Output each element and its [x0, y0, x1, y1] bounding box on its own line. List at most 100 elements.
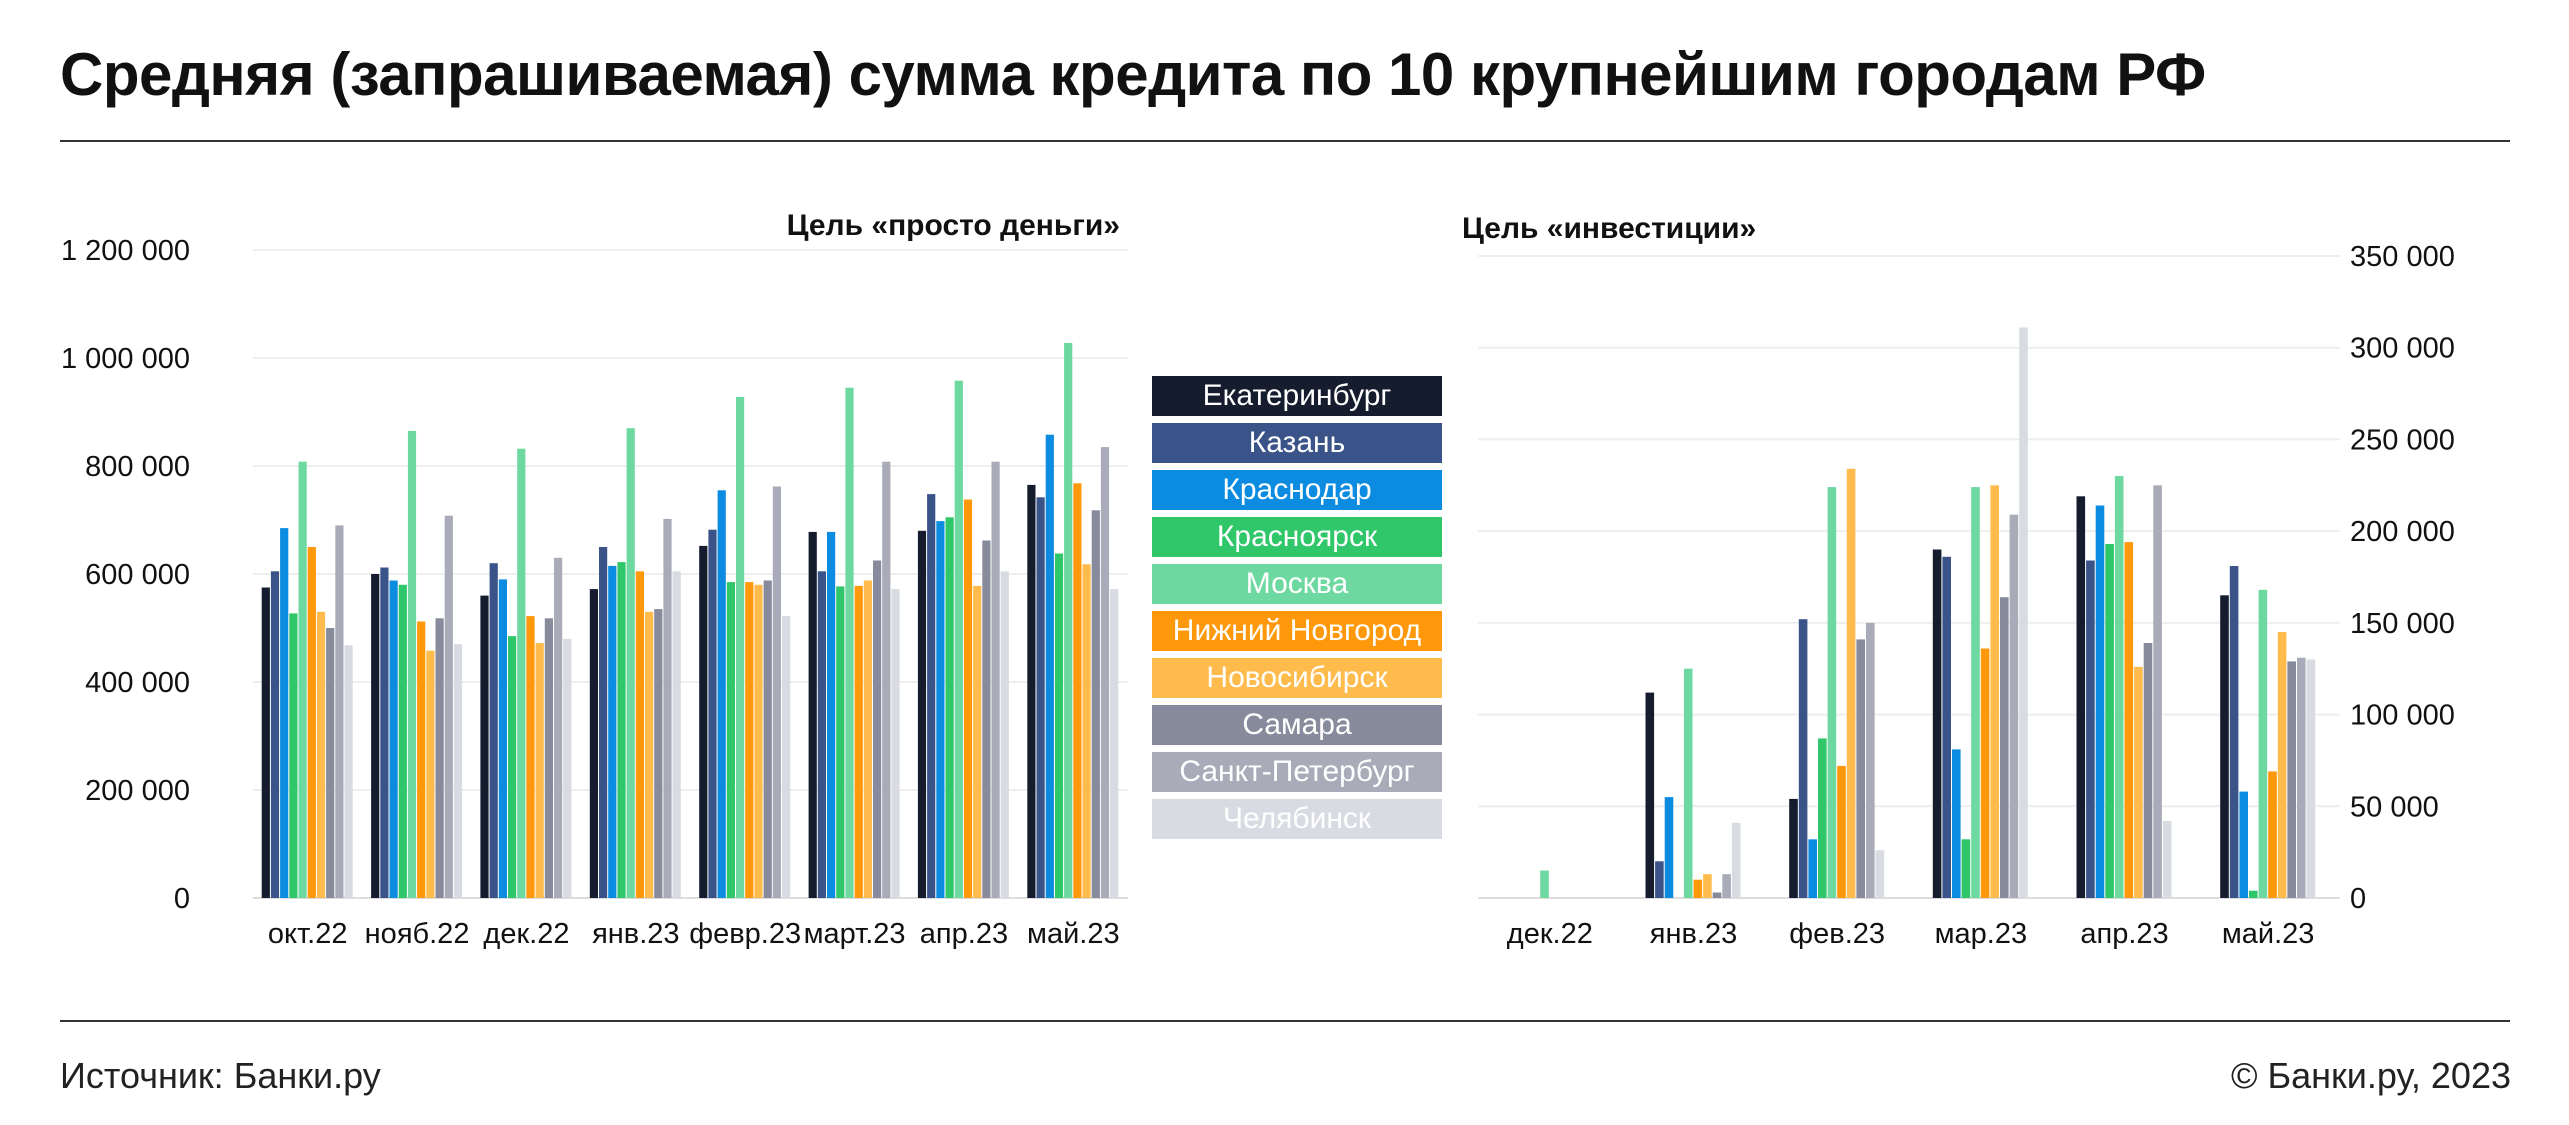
bar	[2134, 666, 2143, 898]
bar	[498, 579, 507, 898]
bar	[645, 611, 654, 898]
bar	[2258, 589, 2268, 898]
bar	[508, 636, 517, 898]
bar	[453, 644, 463, 898]
bar	[2229, 566, 2239, 898]
bar	[554, 557, 563, 898]
bar	[389, 580, 398, 898]
bar	[1827, 487, 1837, 898]
bar	[891, 589, 900, 898]
bar	[1808, 839, 1817, 898]
bar	[1645, 692, 1655, 898]
x-tick-label: апр.23	[2080, 918, 2168, 950]
bar	[635, 571, 644, 898]
legend-item: Нижний Новгород	[1152, 611, 1442, 651]
y-tick-label: 150 000	[2350, 608, 2455, 640]
bar	[1866, 622, 1875, 898]
legend-item: Новосибирск	[1152, 658, 1442, 698]
bar	[1064, 342, 1073, 898]
bar	[435, 618, 444, 898]
legend-item: Самара	[1152, 705, 1442, 745]
bar	[1036, 497, 1045, 898]
chart-investments: 0 50 000 100 000 150 000 200 000 250 000 300 0…	[1462, 212, 2455, 950]
x-tick-label: февр.23	[689, 918, 801, 950]
bar	[326, 628, 335, 898]
bar	[2143, 643, 2153, 898]
x-tick-label: янв.23	[1650, 918, 1737, 950]
bar	[1875, 850, 1885, 898]
bar	[1818, 738, 1827, 898]
bar	[280, 528, 289, 898]
bar	[517, 448, 526, 898]
bar	[2000, 597, 2009, 898]
bar	[763, 580, 772, 898]
bar	[1942, 556, 1951, 898]
bar	[708, 529, 717, 898]
x-tick-label: нояб.22	[365, 918, 470, 950]
bar	[426, 650, 435, 898]
bar	[2287, 661, 2296, 898]
bar	[672, 571, 681, 898]
bar	[726, 582, 735, 898]
bar	[589, 589, 598, 898]
chart-subtitle: Цель «просто деньги»	[787, 209, 1120, 242]
bar	[1100, 447, 1110, 898]
bar	[817, 571, 826, 898]
bar	[307, 547, 316, 898]
y-tick-label: 1 000 000	[61, 343, 190, 375]
y-tick-label: 1 200 000	[61, 235, 190, 267]
bar	[489, 563, 498, 898]
x-tick-label: март.23	[804, 918, 906, 950]
bar	[1952, 749, 1961, 898]
bar	[1693, 879, 1703, 898]
bar	[1683, 668, 1693, 898]
bar	[873, 560, 882, 898]
y-tick-label: 100 000	[2350, 700, 2455, 732]
legend: Екатеринбург Казань Краснодар Красноярск Мос…	[1152, 376, 1442, 846]
bar	[745, 582, 754, 898]
bar	[608, 565, 617, 898]
y-tick-label: 200 000	[2350, 516, 2455, 548]
x-tick-label: фев.23	[1789, 918, 1885, 950]
bar	[973, 585, 982, 898]
bar	[2306, 659, 2316, 898]
bar	[298, 461, 307, 898]
bar	[1110, 589, 1119, 898]
bar	[917, 530, 927, 898]
bar	[782, 616, 791, 898]
y-tick-label: 350 000	[2350, 241, 2455, 273]
bar	[535, 643, 544, 898]
bar	[1971, 487, 1980, 898]
bar	[1932, 549, 1942, 898]
legend-item: Екатеринбург	[1152, 376, 1442, 416]
bar	[991, 461, 1000, 898]
bar	[2162, 821, 2172, 898]
bar	[1980, 648, 1990, 898]
chart-simple-money: 0 200 000 400 000 600 000 800 000 1 000 000 1 …	[61, 209, 1128, 950]
copyright-note: © Банки.ру, 2023	[2230, 1055, 2511, 1096]
x-tick-label: янв.23	[592, 918, 679, 950]
bar	[1082, 564, 1091, 898]
bar	[2239, 791, 2248, 898]
bar	[335, 525, 344, 898]
bar	[808, 531, 817, 898]
chart-subtitle: Цель «инвестиции»	[1462, 212, 1756, 245]
bar	[544, 618, 553, 898]
bar	[1798, 619, 1808, 898]
top-divider	[60, 140, 2510, 142]
bar	[1054, 553, 1064, 898]
bar	[1655, 861, 1664, 898]
y-tick-label: 250 000	[2350, 424, 2455, 456]
bar	[1000, 571, 1009, 898]
bar	[2086, 560, 2095, 898]
y-tick-label: 200 000	[85, 775, 190, 807]
bar	[2268, 771, 2277, 898]
bar	[1091, 510, 1100, 898]
bar	[289, 613, 298, 898]
x-tick-label: дек.22	[483, 918, 569, 950]
bar	[945, 517, 954, 898]
y-tick-label: 50 000	[2350, 791, 2439, 823]
bar	[1073, 483, 1082, 898]
bar	[2153, 485, 2162, 898]
